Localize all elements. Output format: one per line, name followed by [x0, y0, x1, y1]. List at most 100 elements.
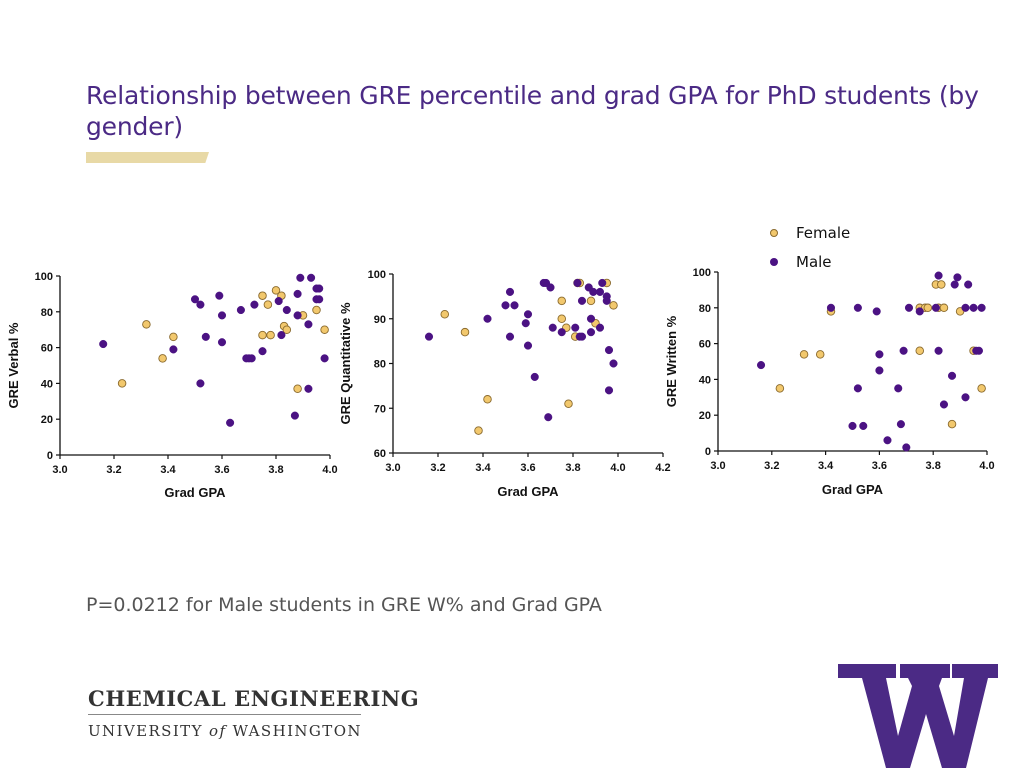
chart1-x-axis-label: Grad GPA: [164, 485, 226, 500]
chart1-male-point: [247, 354, 256, 363]
chart2-female-point: [557, 314, 567, 324]
chart2-female-point: [483, 395, 492, 404]
pvalue-note: P=0.0212 for Male students in GRE W% and…: [86, 594, 602, 616]
chart3-male-point: [826, 303, 836, 312]
chart3-male-point: [896, 420, 905, 429]
chart2-male-point: [604, 346, 614, 355]
chart1-female-point: [271, 286, 281, 295]
chart3-y-tick-label: 80: [699, 303, 711, 315]
chart2-male-point: [589, 287, 598, 296]
chart2-male-point: [483, 314, 492, 323]
chart1-female-point: [258, 330, 267, 340]
chart2-male-point: [510, 301, 519, 310]
chart1-male-point: [196, 300, 205, 309]
chart2-male-point: [577, 332, 587, 341]
chart2-x-tick-label: 4.0: [610, 462, 625, 474]
chart1-y-tick-label: 20: [41, 414, 53, 426]
chart3-x-tick-label: 3.0: [710, 460, 725, 472]
chart2-female-point: [440, 310, 450, 319]
chart3-male-point: [904, 303, 914, 312]
chart1-male-point: [196, 379, 205, 388]
chart2-male-point: [424, 332, 434, 341]
chart3-male-point: [931, 303, 940, 312]
uw-w-logo: [838, 664, 998, 768]
chart1-y-tick-label: 0: [47, 450, 53, 462]
chart1-x-tick-label: 3.8: [268, 464, 283, 476]
chart1-male-point: [293, 311, 302, 320]
chart3-x-tick-label: 4.0: [979, 460, 994, 472]
chart1-male-point: [250, 300, 259, 309]
chart3-female-point: [775, 384, 785, 393]
chart1-y-tick-label: 80: [41, 307, 53, 319]
slide-title: Relationship between GRE percentile and …: [86, 81, 979, 141]
footer-university-of: of: [209, 722, 227, 740]
chart2-male-point: [595, 287, 605, 296]
chart2-x-tick-label: 3.2: [430, 462, 445, 474]
chart1-y-tick-label: 60: [41, 343, 53, 355]
chart2-female-point: [609, 301, 618, 310]
chart3-male-point: [875, 350, 884, 359]
chart3-female-point: [923, 303, 933, 313]
chart3-male-point: [848, 421, 857, 430]
chart1-male-point: [304, 384, 313, 393]
chart1-male-point: [315, 284, 324, 293]
chart1-female-point: [158, 354, 167, 363]
chart3-male-point: [961, 393, 970, 402]
chart3-male-point: [756, 361, 766, 370]
chart1-female-point: [293, 384, 302, 394]
chart1-x-tick-label: 4.0: [322, 464, 337, 476]
female-marker-icon: [770, 228, 778, 237]
chart1-female-point: [263, 300, 273, 309]
chart1-male-point: [226, 418, 235, 427]
chart1-male-point: [307, 273, 316, 282]
chart3-y-tick-label: 60: [699, 339, 711, 351]
chart2-male-point: [521, 319, 530, 328]
chart3-y-tick-label: 100: [693, 267, 711, 279]
chart2-y-tick-label: 80: [374, 359, 386, 371]
chart1-male-point: [169, 345, 178, 354]
chart2-male-point: [586, 314, 596, 323]
chart3-y-tick-label: 0: [705, 446, 711, 458]
chart3-female-point: [937, 280, 946, 289]
chart3-male-point: [853, 384, 862, 393]
chart2-x-tick-label: 3.0: [385, 462, 400, 474]
chart1-x-tick-label: 3.2: [106, 464, 121, 476]
chart-legend: Female Male: [770, 218, 850, 276]
chart3-female-point: [977, 384, 986, 393]
chart3-male-point: [872, 307, 881, 316]
chart1-male-point: [217, 338, 227, 347]
chart3-male-point: [883, 436, 892, 445]
chart1-male-point: [190, 295, 200, 304]
chart3-male-point: [961, 303, 970, 312]
chart2-female-point: [460, 327, 470, 337]
chart1-male-point: [320, 354, 329, 363]
chart1-male-point: [217, 311, 227, 320]
male-marker-icon: [770, 257, 778, 266]
chart3-female-point: [915, 346, 925, 356]
chart1-female-point: [169, 332, 178, 342]
chart3-y-axis-label: GRE Written %: [664, 315, 679, 407]
chart1-male-point: [304, 320, 313, 329]
chart2-female-point: [474, 426, 483, 435]
chart1-y-tick-label: 100: [35, 271, 53, 283]
chart2-x-axis-label: Grad GPA: [497, 484, 559, 499]
chart2-female-point: [557, 296, 567, 306]
chart2-y-tick-label: 100: [368, 269, 386, 281]
chart1-male-point: [99, 339, 108, 349]
chart2-male-point: [523, 310, 533, 319]
chart1-female-point: [117, 379, 127, 388]
chart3-male-point: [875, 366, 884, 375]
chart1-male-point: [315, 295, 324, 304]
footer-department: CHEMICAL ENGINEERING: [88, 686, 420, 711]
chart2-female-point: [564, 399, 573, 409]
chart2-y-axis-label: GRE Quantitative %: [338, 302, 353, 425]
chart3-male-point: [939, 400, 949, 409]
chart1-male-point: [277, 331, 286, 340]
chart3-x-tick-label: 3.4: [818, 460, 834, 472]
chart1-male-point: [293, 289, 302, 298]
chart2-male-point: [523, 341, 533, 350]
chart3-x-tick-label: 3.8: [926, 460, 941, 472]
chart1-male-point: [258, 347, 267, 356]
chart1-male-point: [215, 291, 224, 300]
